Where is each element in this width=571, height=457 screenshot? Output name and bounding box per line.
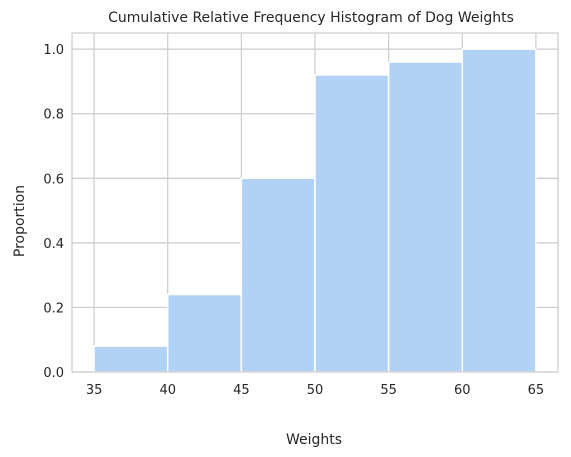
chart-title: Cumulative Relative Frequency Histogram …	[108, 10, 514, 26]
y-axis-ticks: 0.0 0.2 0.4 0.6 0.8 1.0	[43, 43, 64, 381]
bar-45-50	[240, 177, 316, 373]
bar-40-45	[166, 293, 243, 373]
x-tick-label: 60	[454, 383, 471, 398]
x-tick-label: 55	[380, 383, 397, 398]
y-tick-label: 0.8	[43, 108, 64, 123]
y-tick-label: 0.0	[43, 366, 64, 381]
y-tick-label: 0.6	[43, 172, 64, 187]
y-tick-label: 0.4	[43, 237, 64, 252]
y-axis-label: Proportion	[12, 185, 28, 257]
x-tick-label: 65	[528, 383, 545, 398]
x-tick-label: 35	[86, 383, 103, 398]
bar-50-55	[314, 74, 390, 373]
x-tick-label: 45	[233, 383, 250, 398]
bars	[93, 48, 537, 373]
y-tick-label: 1.0	[43, 43, 64, 58]
y-tick-label: 0.2	[43, 301, 64, 316]
x-tick-label: 40	[159, 383, 176, 398]
bar-60-65	[461, 48, 537, 373]
x-tick-label: 50	[307, 383, 324, 398]
plot-frame	[71, 32, 559, 373]
bar-35-40	[93, 345, 169, 373]
bar-55-60	[387, 61, 464, 373]
x-axis-label: Weights	[286, 432, 342, 448]
x-axis-ticks: 35 40 45 50 55 60 65	[86, 383, 544, 398]
